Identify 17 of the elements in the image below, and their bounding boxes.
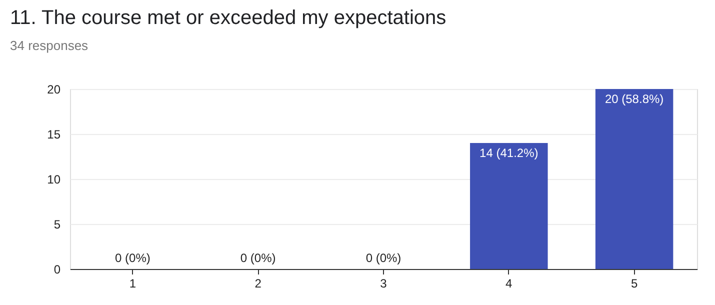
data-label: 14 (41.2%) [480,146,538,160]
y-tick-label: 15 [47,128,61,142]
chart-subtitle: 34 responses [10,38,89,53]
y-tick-label: 5 [54,218,61,232]
x-tick-label: 3 [380,276,388,290]
chart-title: 11. The course met or exceeded my expectations [10,7,446,29]
x-tick-label: 1 [129,276,136,290]
data-label: 20 (58.8%) [604,92,664,106]
x-tick-label: 4 [506,276,513,290]
data-label: 0 (0%) [240,251,276,265]
data-label: 0 (0%) [115,251,150,265]
y-tick-label: 0 [54,262,61,276]
x-tick-label: 2 [254,276,262,290]
data-label: 0 (0%) [366,251,402,265]
x-tick-label: 5 [630,276,638,290]
y-tick-label: 10 [47,172,61,186]
y-tick-label: 20 [47,82,61,96]
